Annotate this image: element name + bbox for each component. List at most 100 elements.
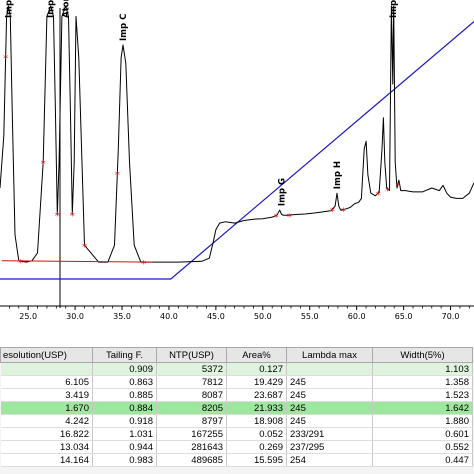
- peak-boundary-mark: *: [376, 190, 381, 201]
- x-tick-label: 70.0: [442, 312, 460, 321]
- cell-width: 1.642: [372, 401, 473, 415]
- peak-boundary-mark: *: [385, 186, 390, 197]
- cell-area: 18.908: [226, 414, 287, 428]
- x-tick-label: 45.0: [207, 312, 225, 321]
- cell-width: 1.523: [372, 388, 473, 402]
- cell-lambda-max: 245: [286, 414, 373, 428]
- cell-ntp: 5372: [156, 362, 227, 376]
- peak-boundary-mark: *: [3, 53, 8, 64]
- cell-ntp: 489685: [156, 453, 227, 467]
- cell-lambda-max: 245: [286, 401, 373, 415]
- column-header-ntp[interactable]: NTP(USP): [156, 347, 227, 363]
- peak-boundary-mark: *: [115, 170, 120, 181]
- cell-ntp: 8205: [156, 401, 227, 415]
- cell-area: 15.595: [226, 453, 287, 467]
- table-row[interactable]: 4.242 0.918 8797 18.908 245 1.880: [0, 414, 473, 428]
- peak-boundary-mark: *: [41, 159, 46, 170]
- cell-width: 1.103: [372, 362, 473, 376]
- chromatogram-trace: [0, 5, 474, 263]
- cell-resolution: 6.105: [0, 375, 93, 389]
- peak-label-text: Ator: [62, 0, 72, 18]
- cell-area: 0.127: [226, 362, 287, 376]
- cell-width: 1.880: [372, 414, 473, 428]
- column-header-width[interactable]: Width(5%): [372, 347, 473, 363]
- gradient-layer: [0, 21, 474, 280]
- cell-lambda-max: 237/295: [286, 440, 373, 454]
- trace-layer: [0, 5, 474, 263]
- cell-area: 0.269: [226, 440, 287, 454]
- cell-area: 0.052: [226, 427, 287, 441]
- cell-lambda-max: [286, 362, 373, 376]
- peak-label: Imp A: [4, 0, 14, 18]
- cell-tailing: 0.918: [92, 414, 157, 428]
- peak-boundary-mark: *: [55, 211, 60, 222]
- chromatogram-chart: * * * * * * * * * * * * * * * Imp A Imp B Ator Imp C Imp G…: [0, 0, 474, 321]
- cell-tailing: 0.863: [92, 375, 157, 389]
- cell-resolution: 14.164: [0, 453, 93, 467]
- table-row[interactable]: 16.822 1.031 167255 0.052 233/291 0.601: [0, 427, 473, 441]
- x-tick-label: 25.0: [19, 312, 37, 321]
- cell-resolution: 1.670: [0, 401, 93, 415]
- peak-boundary-mark: *: [330, 207, 335, 218]
- x-tick-label: 50.0: [254, 312, 272, 321]
- cell-lambda-max: 245: [286, 375, 373, 389]
- peak-label-text: Imp H: [333, 161, 343, 189]
- cell-resolution: [0, 362, 93, 376]
- peak-boundary-mark: *: [273, 213, 278, 224]
- peak-boundary-mark: *: [18, 258, 23, 269]
- cell-area: 19.429: [226, 375, 287, 389]
- peak-boundary-mark: *: [341, 207, 346, 218]
- peak-label-text: Imp A: [4, 0, 14, 18]
- table-row[interactable]: 0.909 5372 0.127 1.103: [0, 362, 473, 376]
- column-header-resolution[interactable]: esolution(USP): [0, 347, 93, 363]
- x-tick-label: 60.0: [348, 312, 366, 321]
- cell-ntp: 167255: [156, 427, 227, 441]
- cell-tailing: 0.884: [92, 401, 157, 415]
- peak-label: Imp H: [333, 161, 343, 189]
- x-tick-label: 35.0: [113, 312, 131, 321]
- x-tick-label: 40.0: [160, 312, 178, 321]
- cell-width: 0.447: [372, 453, 473, 467]
- cell-lambda-max: 245: [286, 388, 373, 402]
- column-header-lambda-max[interactable]: Lambda max: [286, 347, 373, 363]
- peak-boundary-mark: *: [287, 212, 292, 223]
- table-row-selected[interactable]: 1.670 0.884 8205 21.933 245 1.642: [0, 401, 473, 415]
- cell-tailing: 0.944: [92, 440, 157, 454]
- peak-label-text: Imp G: [278, 178, 288, 206]
- table-row[interactable]: 6.105 0.863 7812 19.429 245 1.358: [0, 375, 473, 389]
- x-tick-label: 55.0: [301, 312, 319, 321]
- cell-resolution: 3.419: [0, 388, 93, 402]
- cell-tailing: 0.909: [92, 362, 157, 376]
- peak-label: Imp D: [389, 0, 399, 18]
- table-row[interactable]: 3.419 0.885 8087 23.687 245 1.523: [0, 388, 473, 402]
- cell-ntp: 281643: [156, 440, 227, 454]
- cell-tailing: 0.885: [92, 388, 157, 402]
- peak-label: Imp B: [47, 0, 57, 18]
- cell-lambda-max: 254: [286, 453, 373, 467]
- cell-width: 0.552: [372, 440, 473, 454]
- cell-area: 21.933: [226, 401, 287, 415]
- cell-ntp: 8087: [156, 388, 227, 402]
- peak-label-layer: Imp A Imp B Ator Imp C Imp G Imp H Imp D: [4, 0, 398, 206]
- cell-ntp: 7812: [156, 375, 227, 389]
- results-table: esolution(USP) Tailing F. NTP(USP) Area%…: [0, 347, 473, 467]
- table-row[interactable]: 13.034 0.944 281643 0.269 237/295 0.552: [0, 440, 473, 454]
- results-table-panel: esolution(USP) Tailing F. NTP(USP) Area%…: [0, 347, 474, 474]
- table-row[interactable]: 14.164 0.983 489685 15.595 254 0.447: [0, 453, 473, 467]
- peak-label: Ator: [62, 0, 72, 18]
- cell-area: 23.687: [226, 388, 287, 402]
- column-header-tailing[interactable]: Tailing F.: [92, 347, 157, 363]
- integration-baseline: [1, 260, 153, 263]
- peak-boundary-mark: *: [82, 242, 87, 253]
- cell-resolution: 16.822: [0, 427, 93, 441]
- cell-tailing: 0.983: [92, 453, 157, 467]
- column-header-area[interactable]: Area%: [226, 347, 287, 363]
- cell-lambda-max: 233/291: [286, 427, 373, 441]
- gradient-line: [0, 21, 474, 280]
- peak-label-text: Imp C: [119, 14, 129, 41]
- cell-tailing: 1.031: [92, 427, 157, 441]
- x-tick-layer: 25.0 30.0 35.0 40.0 45.0 50.0 55.0 60.0 65.0 70.0: [8, 306, 470, 321]
- peak-label: Imp G: [278, 178, 288, 206]
- cell-resolution: 4.242: [0, 414, 93, 428]
- peak-boundary-mark: *: [141, 259, 146, 270]
